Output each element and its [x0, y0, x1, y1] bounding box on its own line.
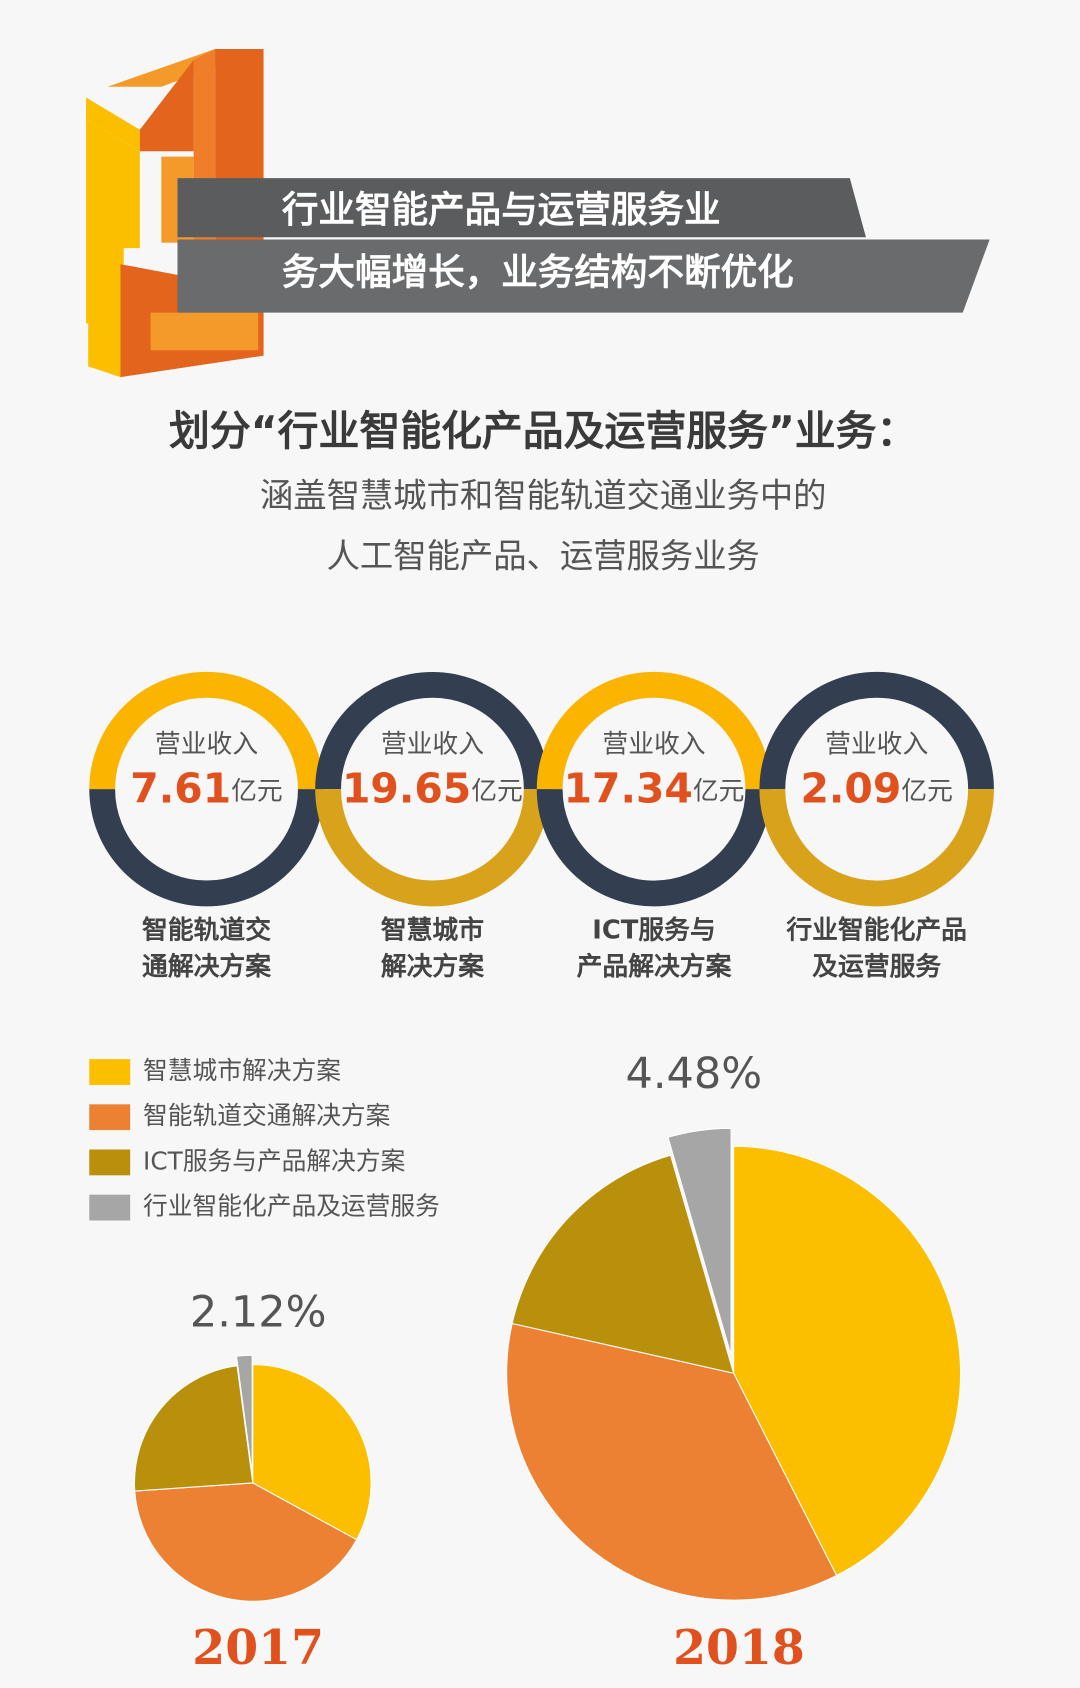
header-title: 务大幅增长，业务结构不断优化	[282, 250, 794, 293]
value: 2.09	[800, 764, 901, 812]
pie-title: 2018	[673, 1621, 805, 1676]
ring-label: 营业收入	[825, 730, 928, 760]
pies: 2.12% 2017 4.48% 2018	[133, 1049, 962, 1676]
ring-bottom	[89, 788, 324, 907]
ring-name: 及运营服务	[812, 952, 941, 982]
ring-value: 19.65亿元	[342, 764, 523, 812]
ring-bottom	[315, 788, 550, 907]
value-label: 4.48%	[625, 1049, 762, 1099]
ring-value: 17.34亿元	[564, 764, 745, 812]
ring-top	[536, 671, 772, 790]
ring-label: 营业收入	[381, 730, 484, 760]
intro-title: 划分“行业智能化产品及运营服务”业务：	[169, 407, 917, 455]
ring-value: 7.61亿元	[130, 764, 282, 812]
unit: 亿元	[693, 776, 745, 806]
unit: 亿元	[471, 776, 523, 806]
intro-line: 人工智能产品、运营服务业务	[327, 536, 760, 575]
ring-label: 营业收入	[602, 730, 705, 760]
pie-slice	[133, 1365, 254, 1492]
ring-name: 解决方案	[381, 951, 484, 982]
value: 17.34	[564, 764, 693, 812]
rings: 营业收入7.61亿元智能轨道交通解决方案营业收入19.65亿元智慧城市解决方案营…	[89, 671, 994, 982]
legend-label: 行业智能化产品及运营服务	[143, 1192, 440, 1221]
value: 19.65	[342, 764, 471, 812]
legend-swatch	[89, 1104, 131, 1131]
ring-name: 智慧城市	[381, 915, 484, 946]
ring-name: 产品解决方案	[577, 951, 732, 982]
legend-swatch	[89, 1194, 131, 1221]
pie-slice	[506, 1322, 838, 1601]
pie-slice	[511, 1154, 735, 1374]
ring-bottom	[536, 788, 772, 907]
ring-top	[89, 671, 324, 790]
ring-label: 营业收入	[155, 730, 258, 760]
ring-top	[315, 671, 550, 790]
legend-swatch	[89, 1059, 131, 1085]
value-label: 2.12%	[190, 1288, 327, 1338]
banner	[177, 239, 990, 313]
ring-bottom	[759, 788, 994, 907]
pie-slice	[733, 1145, 962, 1577]
ring-name: 智能轨道交	[142, 915, 271, 946]
intro-line: 涵盖智慧城市和智能轨道交通业务中的	[260, 476, 827, 515]
banner	[177, 178, 866, 238]
unit: 亿元	[231, 776, 283, 806]
ring-name: ICT服务与	[592, 916, 716, 946]
ring-top	[759, 671, 994, 790]
pie-slice	[667, 1127, 732, 1356]
pie-slice	[134, 1482, 358, 1602]
legend-swatch	[89, 1149, 131, 1176]
ring-name: 通解决方案	[142, 951, 271, 982]
unit: 亿元	[901, 776, 953, 806]
legend-label: 智能轨道交通解决方案	[143, 1101, 391, 1130]
legend-label: 智慧城市解决方案	[143, 1056, 341, 1085]
pie-slice	[235, 1354, 253, 1474]
pie-title: 2017	[192, 1621, 324, 1676]
legend-label: ICT服务与产品解决方案	[143, 1146, 406, 1175]
header-title: 行业智能产品与运营服务业	[282, 188, 721, 231]
ring-name: 行业智能化产品	[785, 915, 967, 946]
pie-slice	[252, 1364, 372, 1541]
value: 7.61	[130, 764, 231, 812]
ring-value: 2.09亿元	[800, 764, 952, 812]
